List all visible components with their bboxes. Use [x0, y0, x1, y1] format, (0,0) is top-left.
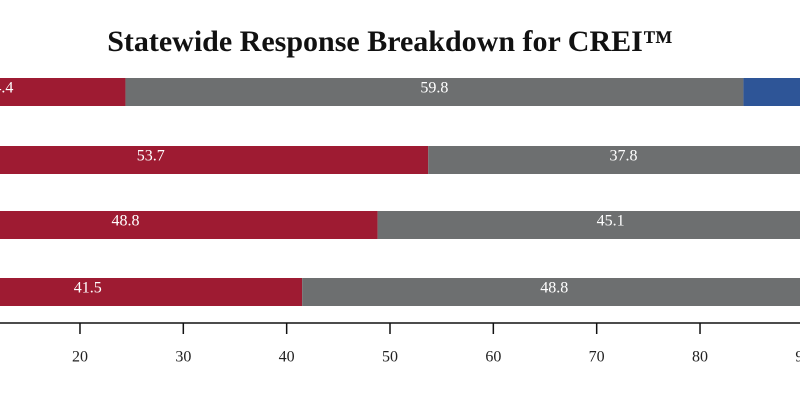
value-label: 53.7 [137, 148, 165, 165]
value-label: 45.1 [597, 213, 625, 230]
value-label: 41.5 [74, 280, 102, 297]
bar-segment [0, 211, 378, 239]
value-label: 48.8 [540, 280, 568, 297]
bar-segment [125, 78, 744, 106]
bar-segment [377, 211, 800, 239]
value-label: 59.8 [420, 80, 448, 97]
bar-segment [0, 278, 303, 306]
value-label: 24.4 [0, 80, 13, 97]
x-tick-label: 70 [589, 349, 605, 366]
x-tick-label: 40 [279, 349, 295, 366]
x-tick-label: 80 [692, 349, 708, 366]
value-label: 48.8 [111, 213, 139, 230]
bar-segment [302, 278, 800, 306]
bar-segment [0, 78, 126, 106]
x-tick-label: 90 [795, 349, 800, 366]
x-tick-label: 30 [175, 349, 191, 366]
value-label: 37.8 [610, 148, 638, 165]
bar-segment [743, 78, 800, 106]
bar-segment [0, 146, 429, 174]
x-tick-label: 60 [485, 349, 501, 366]
chart-title: Statewide Response Breakdown for CREI™ [107, 25, 673, 58]
x-tick-label: 20 [72, 349, 88, 366]
x-tick-label: 50 [382, 349, 398, 366]
bar-segment [428, 146, 800, 174]
